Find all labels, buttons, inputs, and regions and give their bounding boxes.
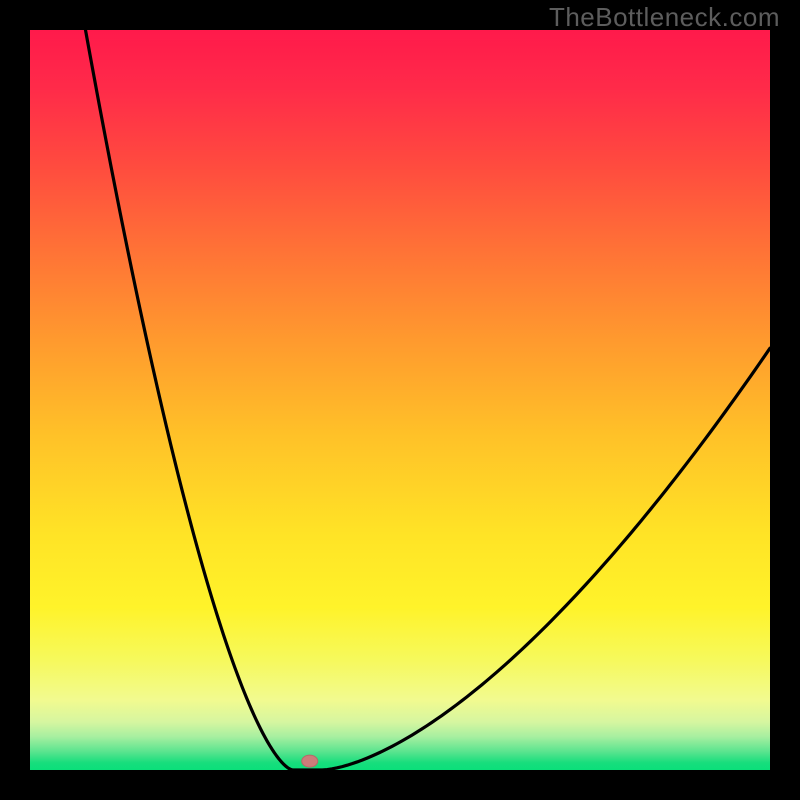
plot-area xyxy=(30,30,770,770)
watermark-text: TheBottleneck.com xyxy=(549,2,780,33)
gradient-background xyxy=(30,30,770,770)
optimum-marker xyxy=(302,755,318,767)
chart-svg xyxy=(30,30,770,770)
chart-frame: TheBottleneck.com xyxy=(0,0,800,800)
